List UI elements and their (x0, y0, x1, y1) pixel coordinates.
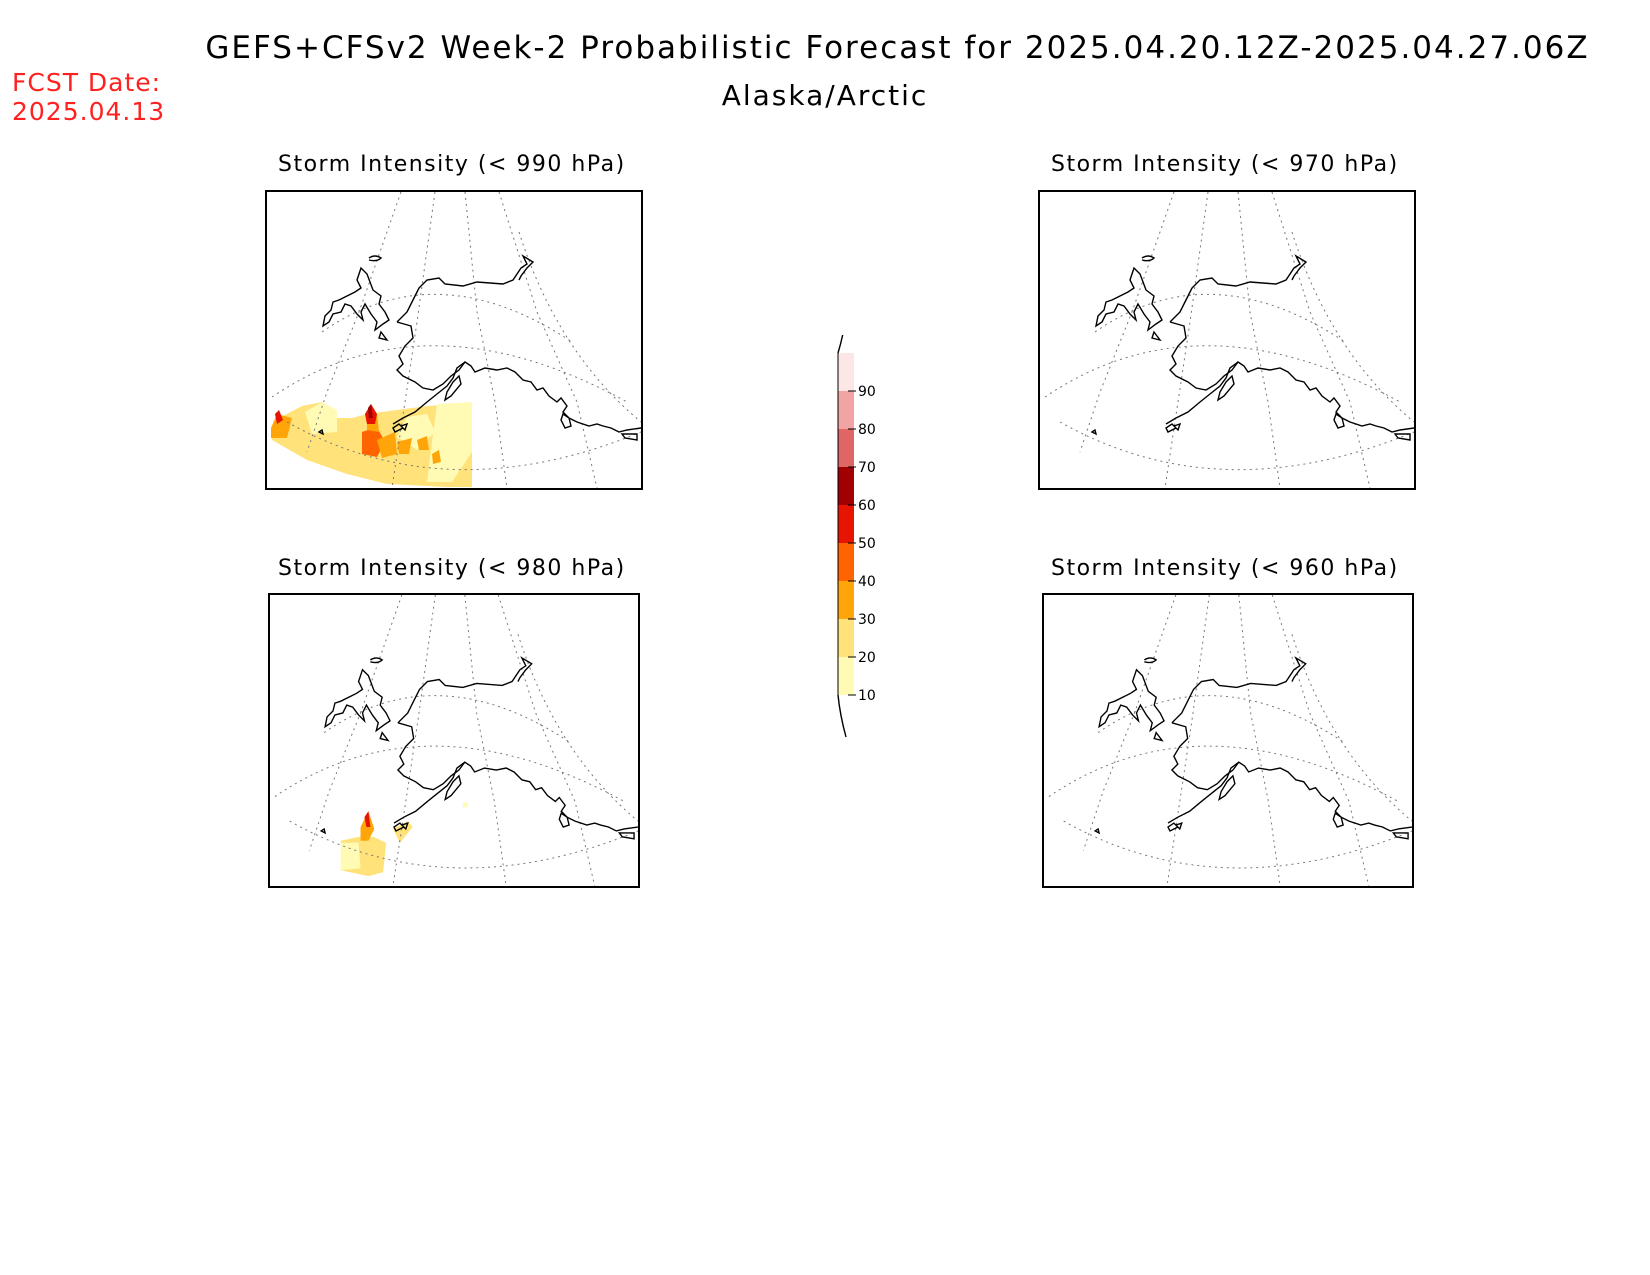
colorbar-label-50: 50 (858, 536, 876, 552)
map-980 (274, 595, 638, 886)
map-panel-960 (1042, 593, 1414, 888)
colorbar-box-9 (838, 353, 854, 391)
probability-shading (340, 801, 468, 877)
panel-title-980: Storm Intensity (< 980 hPa) (278, 556, 626, 581)
colorbar-bottom-cap (837, 694, 847, 738)
colorbar-boxes (837, 335, 854, 738)
colorbar-box-5 (838, 505, 854, 543)
panel-title-970: Storm Intensity (< 970 hPa) (1051, 152, 1399, 177)
forecast-date-label: FCST Date: (12, 68, 162, 97)
colorbar-box-6 (838, 467, 854, 505)
colorbar-box-1 (838, 657, 854, 695)
probability-shading (271, 402, 472, 487)
map-lines (274, 595, 638, 886)
forecast-date-block: FCST Date: 2025.04.13 (12, 68, 165, 126)
colorbar-box-2 (838, 619, 854, 657)
colorbar-box-3 (838, 581, 854, 619)
map-lines (1048, 595, 1412, 886)
forecast-date-value: 2025.04.13 (12, 97, 166, 126)
map-lines (271, 192, 641, 488)
map-panel-990 (265, 190, 643, 490)
map-lines (1044, 192, 1414, 488)
colorbar-label-40: 40 (858, 574, 876, 590)
colorbar-label-10: 10 (858, 688, 876, 704)
panel-title-990: Storm Intensity (< 990 hPa) (278, 152, 626, 177)
panel-title-960: Storm Intensity (< 960 hPa) (1051, 556, 1399, 581)
region-title: Alaska/Arctic (721, 79, 929, 112)
colorbar-label-60: 60 (858, 498, 876, 514)
map-panel-970 (1038, 190, 1416, 490)
colorbar-box-8 (838, 391, 854, 429)
map-990 (271, 192, 641, 488)
colorbar-labels: 10 20 30 40 50 60 70 80 90 (848, 384, 876, 704)
map-panel-980 (268, 593, 640, 888)
map-970 (1044, 192, 1414, 488)
colorbar-label-30: 30 (858, 612, 876, 628)
colorbar-label-70: 70 (858, 460, 876, 476)
colorbar-label-90: 90 (858, 384, 876, 400)
colorbar-box-7 (838, 429, 854, 467)
colorbar-top-cap (837, 335, 844, 354)
colorbar-label-20: 20 (858, 650, 876, 666)
map-960 (1048, 595, 1412, 886)
main-title: GEFS+CFSv2 Week-2 Probabilistic Forecast… (205, 30, 1590, 66)
colorbar-box-4 (838, 543, 854, 581)
colorbar-label-80: 80 (858, 422, 876, 438)
colorbar: 10 20 30 40 50 60 70 80 90 (837, 335, 876, 738)
